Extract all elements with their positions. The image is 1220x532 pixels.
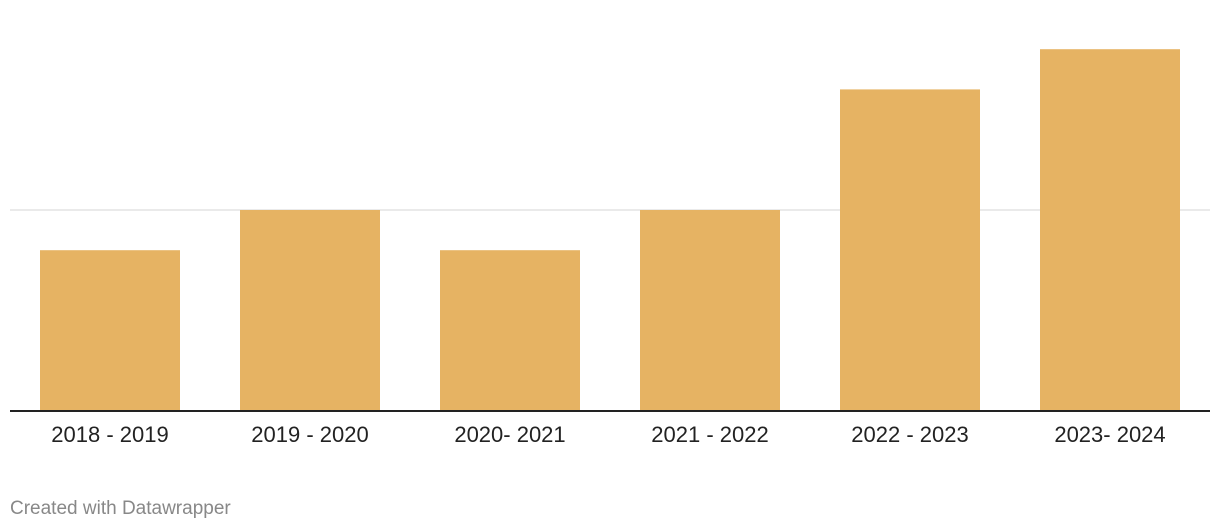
x-tick-label: 2021 - 2022: [651, 422, 768, 447]
bar: [1040, 49, 1180, 411]
x-tick-label: 2022 - 2023: [851, 422, 968, 447]
bar: [240, 210, 380, 411]
bar: [840, 89, 980, 412]
bar: [440, 250, 580, 411]
bar: [640, 210, 780, 411]
x-tick-label: 2020- 2021: [454, 422, 565, 447]
bar: [40, 250, 180, 411]
x-tick-label: 2018 - 2019: [51, 422, 168, 447]
x-tick-label: 2023- 2024: [1054, 422, 1165, 447]
x-tick-label: 2019 - 2020: [251, 422, 368, 447]
footer: Created with Datawrapper: [10, 498, 231, 519]
